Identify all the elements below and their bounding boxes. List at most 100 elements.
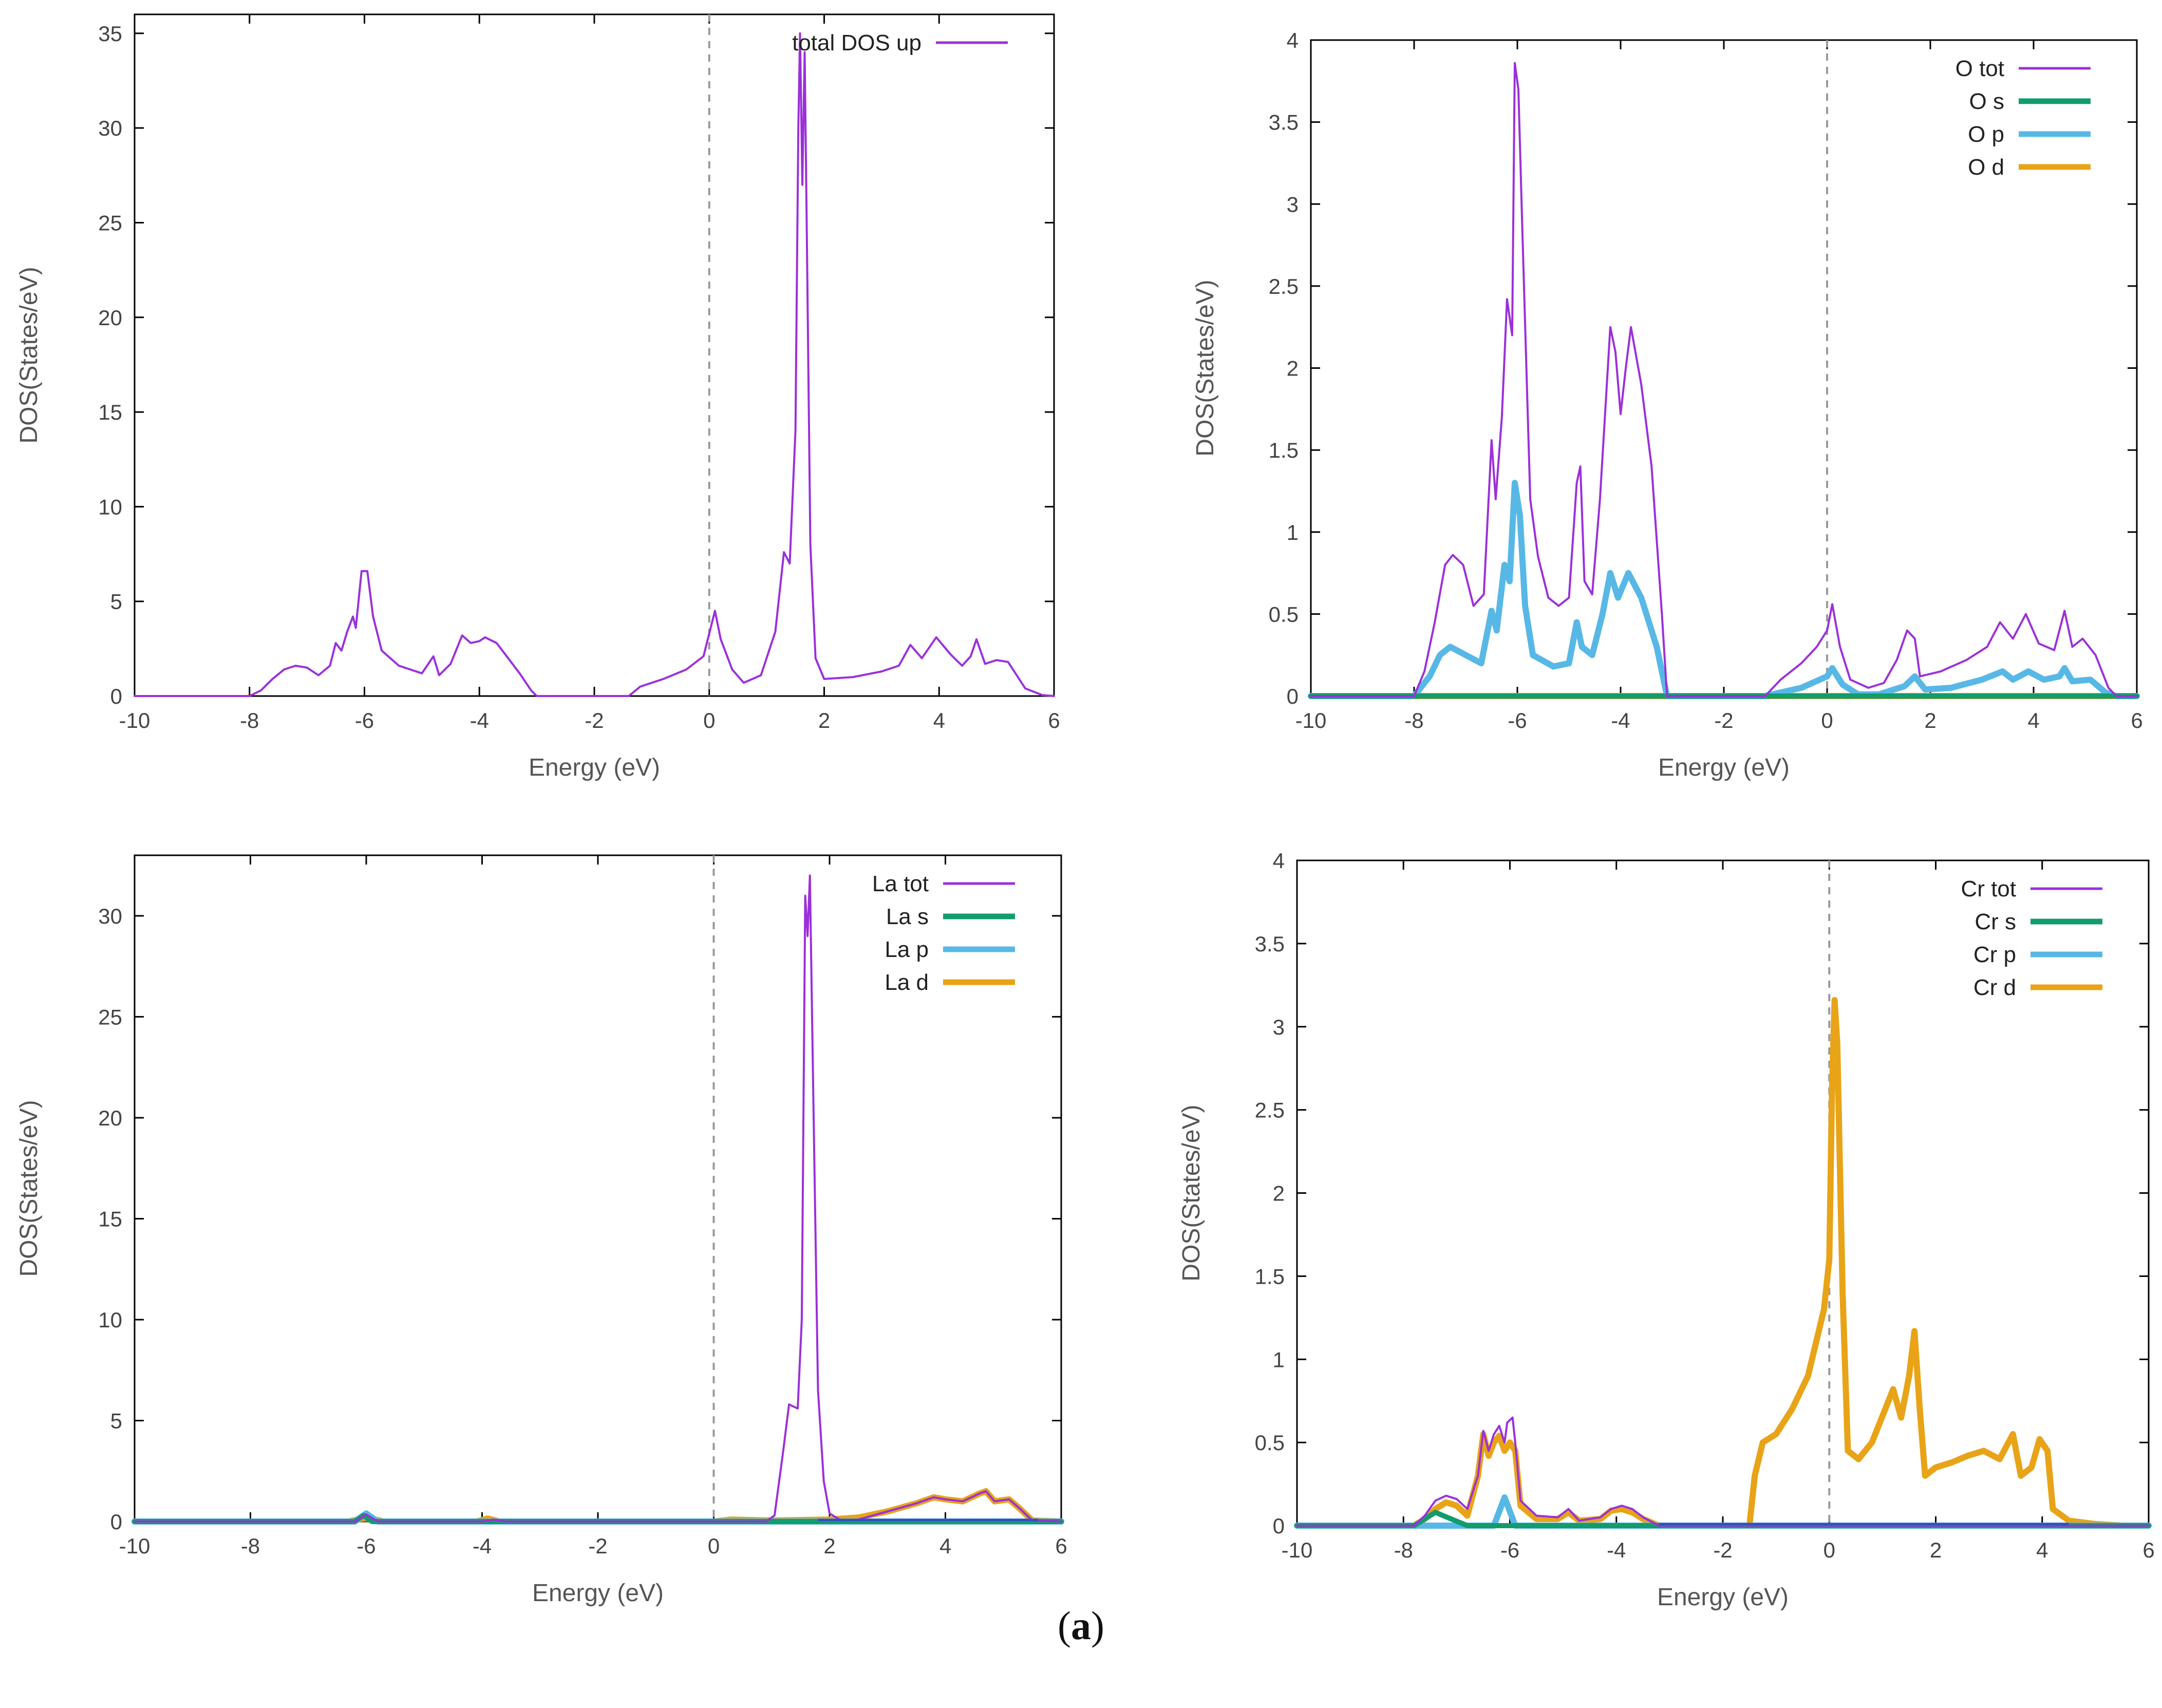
x-tick-label: 4 [939, 1534, 951, 1558]
series-line-cr-tot [1296, 1416, 2150, 1527]
x-tick-label: -10 [119, 708, 151, 733]
x-tick-label: 4 [933, 708, 945, 733]
x-tick-label: -10 [1282, 1538, 1313, 1562]
x-tick-label: -2 [585, 708, 604, 733]
y-tick-label: 20 [98, 306, 122, 330]
x-tick-label: -8 [1404, 708, 1423, 733]
legend-label-la-d: La d [885, 970, 929, 995]
x-tick-label: -6 [1508, 708, 1527, 733]
legend-label-o-p: O p [1968, 122, 2004, 147]
plot-frame [1310, 39, 2138, 697]
y-tick-label: 5 [110, 1409, 122, 1433]
figure-caption: (a) [0, 1603, 2162, 1649]
x-tick-label: 6 [2131, 708, 2142, 733]
x-tick-label: -2 [1713, 1538, 1732, 1562]
x-tick-label: -2 [588, 1534, 607, 1558]
x-tick-label: -10 [1295, 708, 1327, 733]
y-tick-label: 2.5 [1269, 274, 1299, 298]
chart-panel-1: -10 -8 -6 -4 -2 0 2 4 6 0 5 10 15 20 25 30 35 Energy (eV)… [15, 13, 1060, 781]
x-tick-label: 2 [823, 1534, 835, 1558]
legend-label-cr-p: Cr p [1973, 942, 2016, 967]
x-tick-label: 2 [818, 708, 830, 733]
y-tick-label: 20 [98, 1106, 122, 1130]
plot-frame [134, 13, 1055, 697]
x-tick-label: 6 [1055, 1534, 1067, 1558]
caption-open: ( [1058, 1603, 1071, 1648]
legend-label-cr-d: Cr d [1973, 975, 2016, 1000]
y-tick-label: 35 [98, 22, 122, 46]
y-tick-label: 1 [1273, 1347, 1285, 1372]
y-tick-label: 1.5 [1269, 438, 1299, 462]
x-tick-label: 6 [2142, 1538, 2154, 1562]
chart-panel-2: -10 -8 -6 -4 -2 0 2 4 6 0 0.5 1 1.5 2 2.5 3 3.5 4 Energy (… [1192, 28, 2143, 781]
x-tick-label: 2 [1930, 1538, 1942, 1562]
x-tick-label: 0 [703, 708, 715, 733]
legend-label-la-s: La s [886, 904, 929, 929]
series-line-cr-d [1294, 997, 2152, 1529]
y-tick-label: 10 [98, 1308, 122, 1332]
series-line-total-dos-up [134, 32, 1055, 697]
x-axis-label: Energy (eV) [529, 754, 660, 781]
legend-label-cr-s: Cr s [1975, 909, 2016, 934]
legend-label-o-s: O s [1969, 89, 2004, 114]
legend-label-cr-tot: Cr tot [1961, 876, 2016, 902]
series-line-o-tot [1310, 62, 2138, 697]
x-tick-label: 0 [708, 1534, 720, 1558]
x-tick-label: 6 [1048, 708, 1060, 733]
y-tick-label: 3 [1287, 192, 1299, 216]
y-tick-label: 0 [110, 684, 122, 708]
y-tick-label: 3 [1273, 1015, 1285, 1039]
x-tick-label: -4 [473, 1534, 492, 1558]
x-tick-label: 2 [1924, 708, 1936, 733]
y-tick-label: 3.5 [1255, 932, 1285, 956]
y-tick-label: 15 [98, 1207, 122, 1231]
y-tick-label: 10 [98, 495, 122, 519]
x-tick-label: -8 [241, 1534, 260, 1558]
legend-label-la-tot: La tot [872, 871, 929, 896]
x-tick-label: -4 [1607, 1538, 1626, 1562]
x-tick-label: 0 [1823, 1538, 1835, 1562]
y-axis-label: DOS(States/eV) [1192, 279, 1219, 456]
x-tick-label: -10 [119, 1534, 151, 1558]
x-axis-label: Energy (eV) [532, 1580, 664, 1607]
chart-panel-4: -10 -8 -6 -4 -2 0 2 4 6 0 0.5 1 1.5 2 2.5 3 3.5 4 Energy (… [1178, 849, 2155, 1611]
x-axis-label: Energy (eV) [1658, 754, 1790, 781]
x-tick-label: 0 [1821, 708, 1833, 733]
y-tick-label: 0 [110, 1510, 122, 1534]
series-line-o-p [1308, 480, 2140, 699]
y-tick-label: 0.5 [1269, 602, 1299, 626]
series-line-la-tot [134, 874, 1062, 1523]
y-tick-label: 25 [98, 211, 122, 235]
chart-panel-3: -10 -8 -6 -4 -2 0 2 4 6 0 5 10 15 20 25 30 Energy (eV) DO… [15, 854, 1067, 1607]
y-tick-label: 4 [1287, 28, 1299, 52]
y-tick-label: 1.5 [1255, 1264, 1285, 1288]
x-tick-label: -4 [1611, 708, 1630, 733]
y-tick-label: 2 [1287, 356, 1299, 381]
y-tick-label: 0 [1273, 1514, 1285, 1538]
x-tick-label: -6 [355, 708, 374, 733]
y-tick-label: 4 [1273, 849, 1285, 873]
x-tick-label: 4 [2036, 1538, 2048, 1562]
y-axis-label: DOS(States/eV) [15, 1100, 43, 1277]
x-tick-label: 4 [2027, 708, 2039, 733]
y-tick-label: 1 [1287, 520, 1299, 545]
y-axis-label: DOS(States/eV) [15, 267, 43, 443]
caption-letter: a [1071, 1603, 1091, 1648]
y-tick-label: 30 [98, 116, 122, 140]
y-tick-label: 0.5 [1255, 1431, 1285, 1455]
x-tick-label: -6 [356, 1534, 375, 1558]
y-tick-label: 25 [98, 1005, 122, 1029]
x-tick-label: -2 [1714, 708, 1733, 733]
y-tick-label: 3.5 [1269, 110, 1299, 135]
x-tick-label: -4 [470, 708, 489, 733]
legend-label-la-p: La p [885, 937, 929, 962]
y-tick-label: 15 [98, 400, 122, 424]
y-tick-label: 2.5 [1255, 1098, 1285, 1122]
y-tick-label: 2 [1273, 1181, 1285, 1206]
x-tick-label: -6 [1500, 1538, 1519, 1562]
y-tick-label: 0 [1287, 684, 1299, 708]
x-axis-label: Energy (eV) [1657, 1584, 1789, 1611]
legend-label-o-tot: O tot [1956, 56, 2004, 81]
y-tick-label: 30 [98, 904, 122, 928]
y-axis-label: DOS(States/eV) [1178, 1104, 1205, 1281]
